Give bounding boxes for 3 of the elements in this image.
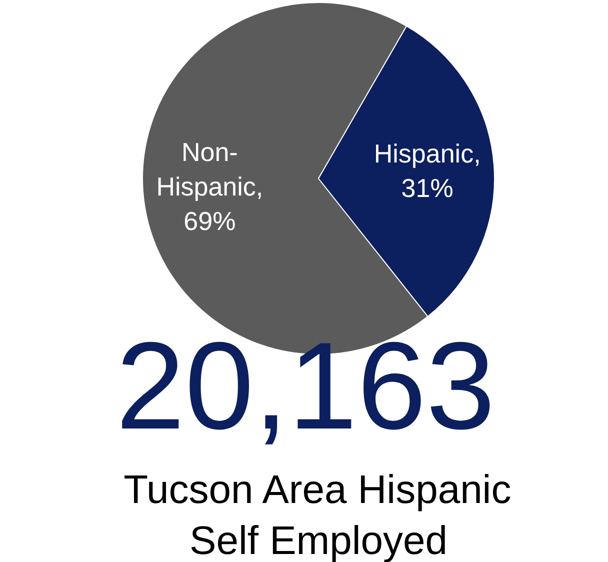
data-label: Non-Hispanic, 69%: [156, 136, 264, 236]
text: 20,163: [116, 318, 496, 456]
data-label: Hispanic, 31%: [374, 138, 481, 203]
